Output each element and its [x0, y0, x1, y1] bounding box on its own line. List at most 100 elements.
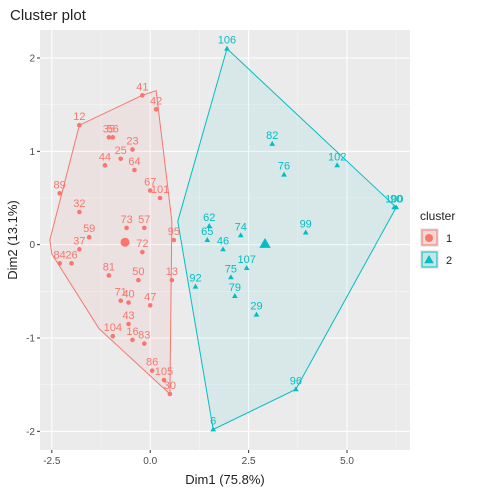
cluster-2-point [334, 162, 341, 168]
grid-major [40, 30, 410, 450]
x-axis-ticks: -2.5 0.0 2.5 5.0 [43, 450, 354, 467]
x-axis-title: Dim1 (75.8%) [185, 472, 264, 487]
point-label: 40 [122, 289, 134, 301]
cluster-hulls [49, 47, 397, 431]
point-label: 35 [103, 123, 115, 135]
cluster-2-point [243, 265, 250, 270]
point-label: 105 [155, 366, 173, 378]
y-axis-title: Dim2 (13.1%) [5, 200, 20, 279]
cluster-2-point [228, 274, 234, 280]
point-label: 89 [54, 179, 66, 191]
point-label: 100 [385, 193, 403, 205]
y-tick-label: 1 [29, 147, 35, 158]
point-label: 107 [237, 254, 255, 266]
point-label: 75 [225, 263, 237, 275]
x-tick-label: 2.5 [242, 456, 256, 467]
point-label: 86 [146, 357, 158, 369]
cluster-1-point [77, 122, 82, 128]
cluster-1-point [126, 300, 131, 305]
chart-title: Cluster plot [10, 7, 87, 24]
cluster-1-point [140, 249, 145, 255]
point-label: 43 [122, 310, 134, 322]
y-tick-label: 2 [29, 54, 35, 65]
point-label: 57 [138, 214, 150, 226]
cluster-1-point [69, 261, 74, 266]
cluster-1-point [157, 195, 163, 201]
point-label: 44 [99, 151, 111, 163]
cluster-1-point [149, 368, 155, 373]
point-label: 26 [65, 249, 77, 261]
point-label: 65 [201, 226, 213, 238]
cluster-1-point [106, 135, 112, 140]
legend: cluster 1 2 [420, 209, 455, 269]
grid-minor [40, 30, 410, 450]
x-tick-label: -2.5 [43, 456, 61, 467]
x-tick-label: 5.0 [340, 456, 354, 467]
point-label: 81 [103, 261, 115, 273]
cluster-1-point [147, 188, 153, 193]
cluster-2-point [293, 386, 299, 392]
cluster-1-hull [49, 89, 173, 396]
y-axis-ticks: -2 -1 0 1 2 [26, 54, 40, 438]
cluster-1-point [126, 321, 131, 327]
point-label: 71 [115, 287, 127, 299]
cluster-1-point [136, 277, 141, 283]
cluster-1-point [106, 273, 112, 278]
cluster-2-point [206, 223, 213, 228]
cluster-1-point [118, 156, 123, 162]
cluster-1-point [142, 225, 147, 231]
cluster-1-point [77, 247, 82, 252]
point-label: 6 [210, 415, 216, 427]
point-label: 92 [189, 273, 201, 285]
point-label: 47 [144, 291, 156, 303]
point-label: 82 [266, 130, 278, 142]
cluster-2-point [192, 283, 199, 289]
point-label: 67 [144, 177, 156, 189]
point-label: 12 [73, 111, 85, 123]
point-label: 96 [290, 375, 302, 387]
cluster-1-point [171, 237, 177, 243]
cluster-1-point [167, 391, 173, 397]
point-label: 62 [203, 212, 215, 224]
cluster-1-point [57, 261, 62, 266]
cluster-2-point [393, 204, 400, 210]
legend-label: 2 [446, 255, 452, 267]
cluster-2-point [231, 293, 238, 298]
legend-title: cluster [420, 209, 455, 223]
cluster-2-point [302, 229, 309, 235]
cluster-1-point [130, 147, 135, 152]
point-label: 83 [138, 330, 150, 342]
data-points [57, 45, 400, 432]
cluster-1-point [140, 93, 145, 98]
cluster-1-point [77, 209, 82, 215]
y-tick-label: 0 [29, 240, 35, 251]
point-label: 59 [83, 223, 95, 235]
cluster-1-point [110, 135, 116, 140]
point-label: 30 [164, 380, 176, 392]
point-label: 56 [107, 123, 119, 135]
point-label: 76 [278, 161, 290, 173]
cluster-2-point [237, 232, 244, 238]
cluster-1-point [118, 298, 123, 303]
point-label: 23 [126, 135, 138, 147]
point-label: 79 [229, 282, 241, 294]
point-label: 42 [150, 95, 162, 107]
legend-label: 1 [446, 233, 452, 245]
cluster-1-center [120, 237, 130, 247]
plot-panel [40, 30, 410, 450]
point-label: 32 [73, 198, 85, 210]
point-label: 29 [250, 301, 262, 313]
point-label: 16 [126, 326, 138, 338]
cluster-2-point [281, 171, 287, 177]
cluster-2-point [220, 246, 226, 252]
point-label: 84 [54, 249, 66, 261]
point-label: 37 [73, 235, 85, 247]
cluster-2-point [204, 237, 211, 242]
cluster-1-point [153, 107, 159, 112]
point-label: 104 [104, 322, 122, 334]
x-tick-label: 0.0 [143, 456, 157, 467]
cluster-1-point [57, 191, 62, 196]
cluster-2-point [269, 140, 276, 146]
point-label: 46 [217, 235, 229, 247]
